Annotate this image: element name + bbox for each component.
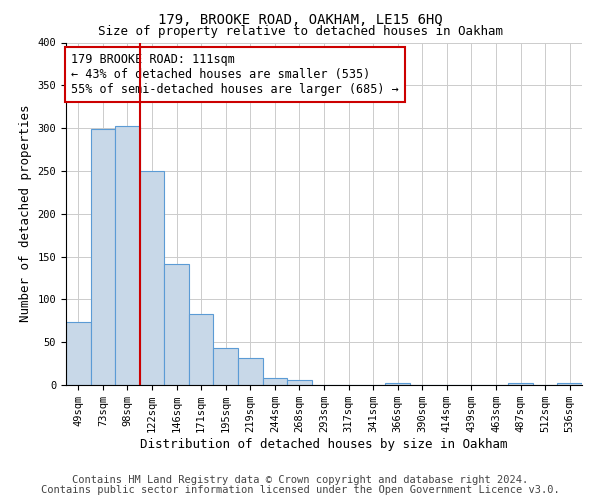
Bar [91, 129, 115, 385]
Bar [508, 384, 533, 385]
Bar [66, 322, 91, 385]
Bar [189, 314, 214, 385]
Bar [115, 126, 140, 385]
Bar [164, 264, 189, 385]
Bar [238, 358, 263, 385]
Bar [385, 384, 410, 385]
Bar [557, 384, 582, 385]
Text: 179 BROOKE ROAD: 111sqm
← 43% of detached houses are smaller (535)
55% of semi-d: 179 BROOKE ROAD: 111sqm ← 43% of detache… [71, 53, 399, 96]
Text: 179, BROOKE ROAD, OAKHAM, LE15 6HQ: 179, BROOKE ROAD, OAKHAM, LE15 6HQ [158, 12, 442, 26]
Text: Contains HM Land Registry data © Crown copyright and database right 2024.: Contains HM Land Registry data © Crown c… [72, 475, 528, 485]
Bar [214, 348, 238, 385]
Text: Size of property relative to detached houses in Oakham: Size of property relative to detached ho… [97, 25, 503, 38]
Bar [140, 171, 164, 385]
Bar [263, 378, 287, 385]
Bar [287, 380, 312, 385]
Y-axis label: Number of detached properties: Number of detached properties [19, 105, 32, 322]
X-axis label: Distribution of detached houses by size in Oakham: Distribution of detached houses by size … [140, 438, 508, 451]
Text: Contains public sector information licensed under the Open Government Licence v3: Contains public sector information licen… [41, 485, 559, 495]
